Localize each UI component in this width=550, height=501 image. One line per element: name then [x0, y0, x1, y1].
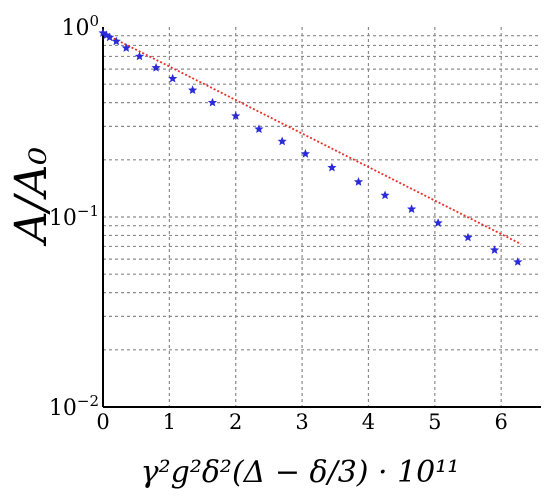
- data-point: [168, 73, 178, 83]
- grid: [103, 27, 541, 407]
- data-point: [300, 149, 310, 158]
- data-point: [105, 32, 115, 42]
- data-point: [207, 97, 218, 107]
- x-tick-label: 6: [494, 410, 507, 434]
- x-tick-label: 0: [96, 410, 109, 434]
- data-point: [134, 51, 145, 61]
- data-point: [327, 162, 337, 172]
- x-tick-labels: 0 1 2 3 4 5 6: [96, 410, 508, 434]
- data-point: [111, 36, 121, 46]
- y-tick-label: 100: [61, 12, 99, 41]
- y-tick-labels: 100 10−1 10−2: [49, 12, 99, 421]
- x-tick-label: 1: [163, 410, 176, 434]
- axes: [102, 27, 541, 408]
- x-tick-label: 3: [295, 410, 308, 434]
- data-point: [188, 85, 198, 95]
- y-axis-title: A/A₀: [6, 147, 57, 247]
- data-point: [433, 218, 443, 227]
- data-point: [254, 124, 264, 134]
- data-point: [151, 63, 161, 72]
- data-point: [489, 245, 500, 254]
- x-tick-label: 2: [229, 410, 242, 434]
- data-points: [98, 28, 523, 266]
- y-tick-label: 10−1: [49, 202, 99, 231]
- x-tick-label: 4: [362, 410, 375, 434]
- data-point: [231, 111, 241, 120]
- data-point: [463, 232, 473, 242]
- x-tick-label: 5: [428, 410, 441, 434]
- data-point: [277, 136, 287, 146]
- data-point: [513, 257, 523, 266]
- data-point: [380, 190, 390, 200]
- x-axis-title: γ²g²δ²(Δ − δ/3) · 10¹¹: [141, 455, 460, 490]
- data-point: [353, 177, 364, 186]
- y-tick-label: 10−2: [49, 392, 99, 421]
- data-point: [121, 43, 131, 52]
- data-point: [407, 204, 417, 214]
